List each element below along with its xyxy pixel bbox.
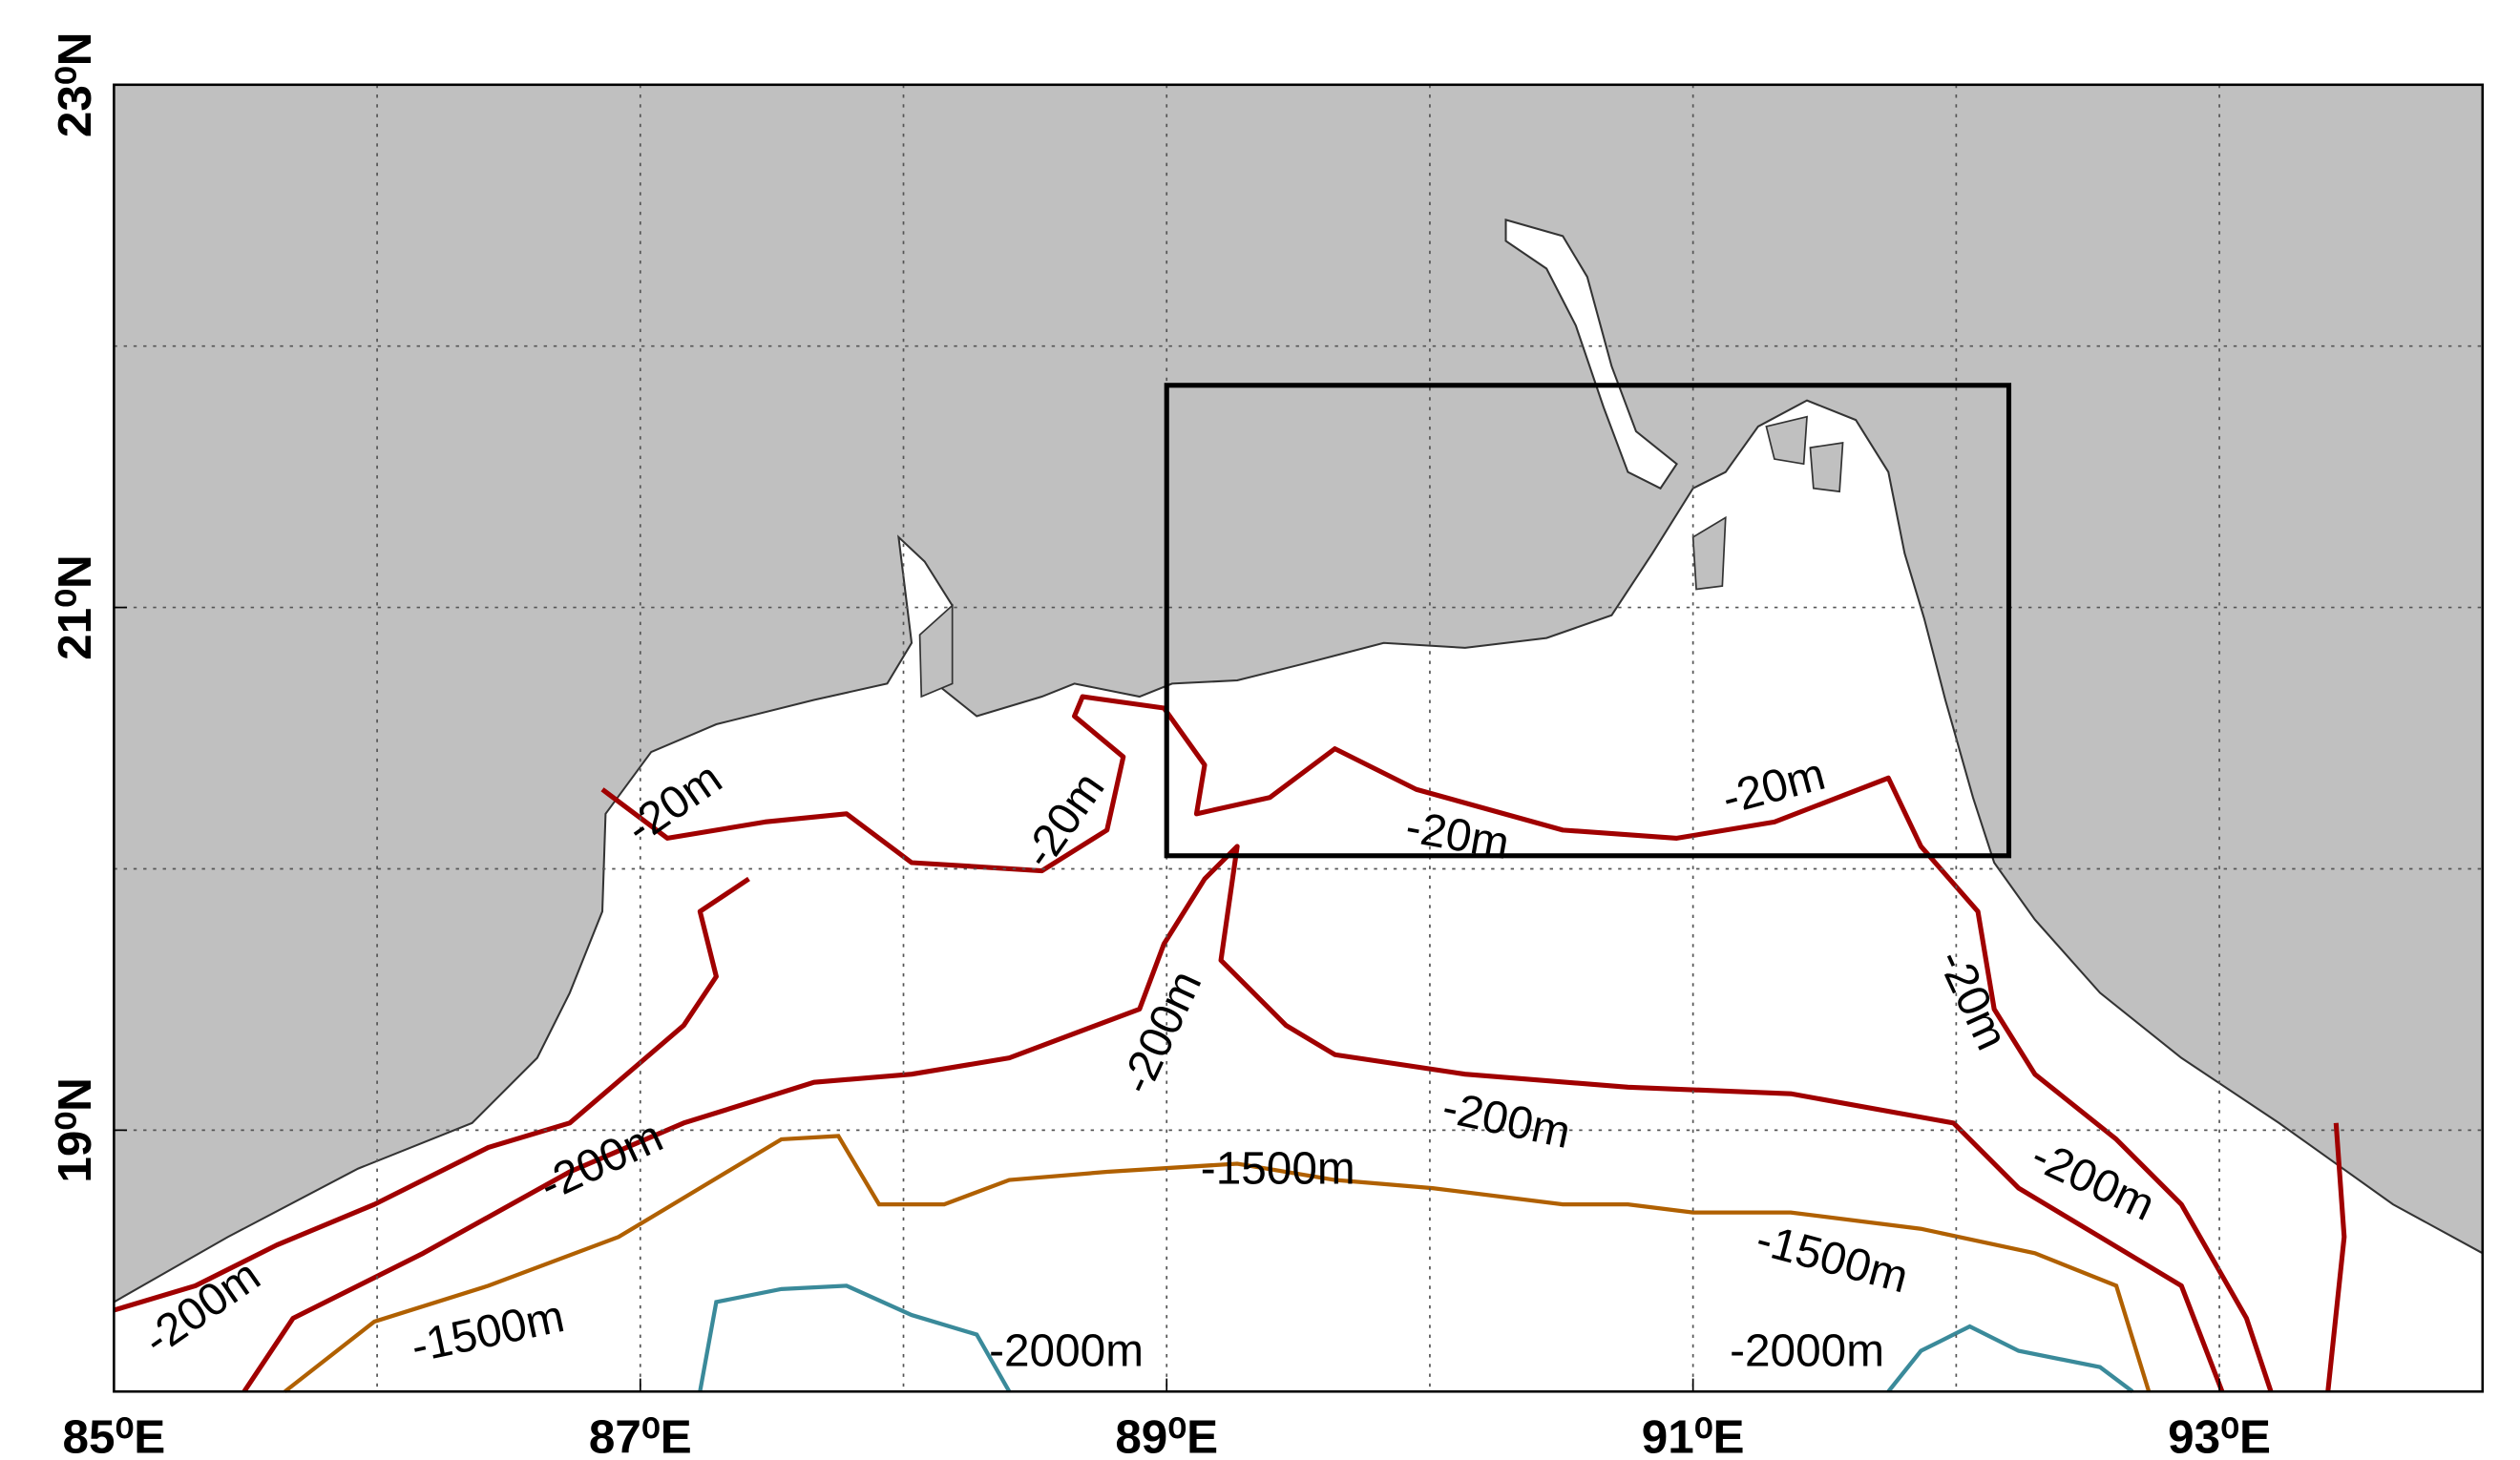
map-frame bbox=[113, 83, 2485, 1393]
x-tick-label: 87⁰E bbox=[589, 1410, 692, 1460]
x-tick-label: 85⁰E bbox=[62, 1410, 165, 1460]
x-tick-label: 93⁰E bbox=[2168, 1410, 2271, 1460]
contour-label: -2000m bbox=[989, 1326, 1144, 1377]
contour-label: -2000m bbox=[1730, 1326, 1884, 1377]
contour-2000m bbox=[698, 1283, 1012, 1393]
contour-20m bbox=[600, 694, 2274, 1393]
y-tick-label: 19⁰N bbox=[49, 1077, 101, 1183]
island bbox=[1691, 515, 1727, 591]
island bbox=[1765, 415, 1808, 466]
contour-2000m bbox=[1886, 1324, 2134, 1393]
sea-area bbox=[113, 399, 2484, 1393]
contour-200m bbox=[242, 844, 2225, 1393]
island bbox=[918, 603, 954, 699]
contour-label: -1500m bbox=[1201, 1144, 1355, 1195]
contour-200m bbox=[2325, 1122, 2347, 1392]
contour-1500m bbox=[284, 1134, 2152, 1393]
island bbox=[1809, 441, 1844, 493]
study-area-box bbox=[1164, 383, 2012, 859]
contour-200m bbox=[113, 876, 750, 1313]
x-tick-label: 89⁰E bbox=[1115, 1410, 1218, 1460]
x-tick-label: 91⁰E bbox=[1642, 1410, 1745, 1460]
y-tick-label: 23⁰N bbox=[49, 32, 101, 138]
y-tick-label: 21⁰N bbox=[49, 554, 101, 660]
river-channel bbox=[1504, 218, 1678, 490]
